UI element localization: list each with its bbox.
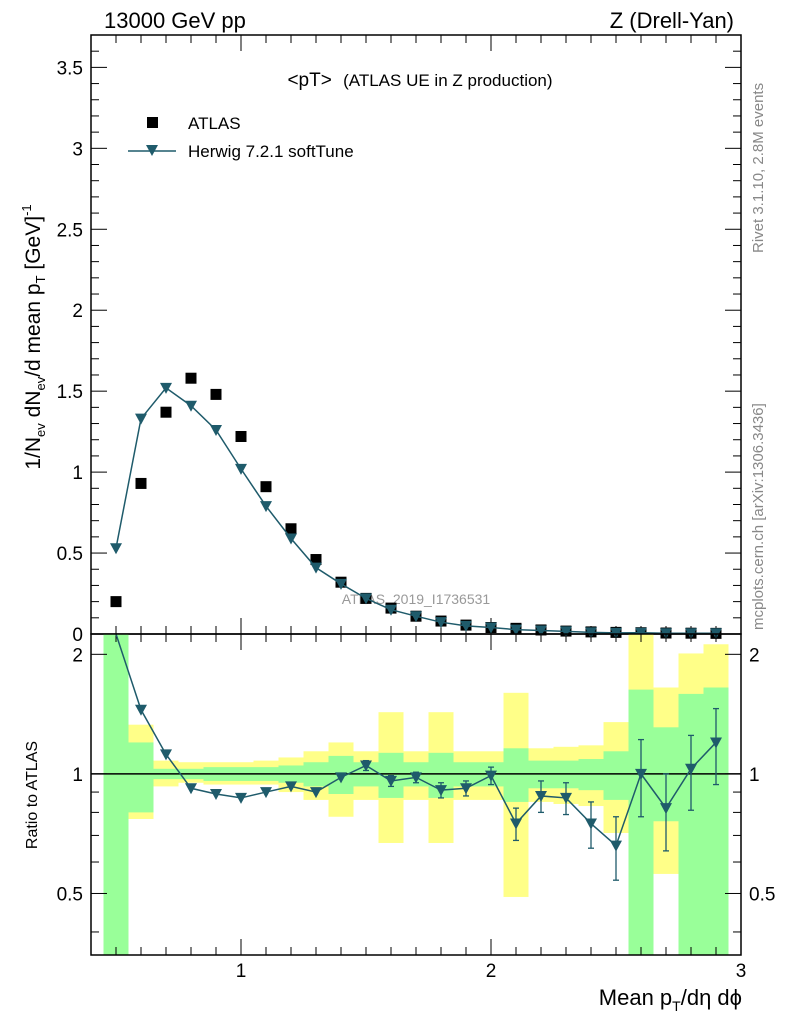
ratio-plot-frame xyxy=(90,633,742,956)
herwig-data-point xyxy=(535,625,547,637)
plot-title-sub: (ATLAS UE in Z production) xyxy=(343,71,552,90)
ratio-y-axis-label: Ratio to ATLAS xyxy=(24,741,41,849)
herwig-data-point xyxy=(160,382,172,394)
main-y-tick-label: 2.5 xyxy=(57,220,83,241)
plot-title-main: <pT> xyxy=(287,70,331,91)
legend: ATLAS Herwig 7.2.1 softTune xyxy=(128,114,354,161)
ratio-data-point xyxy=(685,763,697,775)
analysis-watermark: ATLAS_2019_I1736531 xyxy=(342,591,491,607)
ratio-y-tick-label-right: 1 xyxy=(749,765,760,786)
legend-marker-herwig xyxy=(146,145,158,156)
herwig-data-point xyxy=(110,543,122,555)
header-process-label: 13000 GeV pp xyxy=(104,8,246,33)
header-channel-label: Z (Drell-Yan) xyxy=(610,8,734,33)
herwig-data-point xyxy=(310,562,322,574)
herwig-data-point xyxy=(635,627,647,639)
herwig-data-point xyxy=(360,593,372,605)
herwig-data-point xyxy=(410,611,422,623)
ratio-band-inner xyxy=(603,751,629,800)
rivet-version-label: Rivet 3.1.10, 2.8M events xyxy=(750,83,767,253)
ratio-data-point xyxy=(635,768,647,780)
ratio-data-point xyxy=(385,775,397,787)
ratio-data-point xyxy=(660,803,672,815)
ratio-data-point xyxy=(610,840,622,852)
atlas-data-point xyxy=(110,596,122,608)
herwig-data-point xyxy=(335,578,347,590)
atlas-data-point xyxy=(260,481,272,493)
atlas-data-point xyxy=(285,523,297,535)
ratio-data-point xyxy=(710,737,722,749)
herwig-data-point xyxy=(560,626,572,638)
herwig-data-point xyxy=(435,617,447,629)
main-y-tick-label: 3.5 xyxy=(57,58,83,79)
ratio-band-inner xyxy=(628,689,654,955)
ratio-data-point xyxy=(235,792,247,804)
ratio-data-point xyxy=(535,790,547,802)
herwig-data-point xyxy=(285,533,297,545)
herwig-data-point xyxy=(185,400,197,412)
ratio-data-point xyxy=(460,783,472,795)
ratio-data-point xyxy=(485,770,497,782)
ratio-data-point xyxy=(160,749,172,761)
legend-label-atlas: ATLAS xyxy=(188,114,241,133)
ratio-data-point xyxy=(585,818,597,830)
ratio-data-point xyxy=(210,788,222,800)
mcplots-source-label: mcplots.cern.ch [arXiv:1306.3436] xyxy=(750,403,767,630)
atlas-data-point xyxy=(185,372,197,384)
herwig-data-point xyxy=(510,624,522,636)
main-y-tick-label: 0 xyxy=(72,625,83,646)
ratio-y-tick-label: 1 xyxy=(72,765,83,786)
main-y-tick-label: 3 xyxy=(72,139,83,160)
ratio-data-point xyxy=(360,760,372,772)
ratio-data-point xyxy=(285,781,297,793)
ratio-y-tick-label: 0.5 xyxy=(57,884,83,905)
ratio-data-point xyxy=(560,792,572,804)
herwig-data-point xyxy=(235,463,247,475)
ratio-data-point xyxy=(185,783,197,795)
ratio-data-point xyxy=(435,785,447,797)
plot-title: <pT> (ATLAS UE in Z production) xyxy=(287,70,552,91)
ratio-data-point xyxy=(410,772,422,784)
herwig-data-point xyxy=(135,413,147,425)
main-y-tick-label: 0.5 xyxy=(57,544,83,565)
ratio-band-inner xyxy=(678,693,704,955)
herwig-data-point xyxy=(385,604,397,616)
ratio-y-tick-label-right: 0.5 xyxy=(749,884,775,905)
main-y-tick-label: 2 xyxy=(72,301,83,322)
atlas-data-point xyxy=(310,554,322,566)
main-y-tick-label: 1.5 xyxy=(57,382,83,403)
ratio-band-inner xyxy=(103,634,129,955)
atlas-data-point xyxy=(235,430,247,442)
atlas-data-point xyxy=(160,406,172,418)
herwig-data-point xyxy=(585,627,597,639)
herwig-data-point xyxy=(260,501,272,513)
x-tick-label: 1 xyxy=(236,961,247,982)
ratio-band-inner xyxy=(503,748,529,802)
x-axis-label: Mean pT/dη dϕ xyxy=(599,985,742,1014)
ratio-data-point xyxy=(335,772,347,784)
x-tick-label: 2 xyxy=(486,961,497,982)
herwig-data-point xyxy=(485,622,497,634)
herwig-data-point xyxy=(460,620,472,632)
ratio-data-point xyxy=(260,787,272,799)
main-y-axis-label: 1/Nev dNev/d mean pT [GeV]-1 xyxy=(19,204,48,469)
main-y-tick-label: 1 xyxy=(72,463,83,484)
legend-label-herwig: Herwig 7.2.1 softTune xyxy=(188,142,354,161)
ratio-data-point xyxy=(310,787,322,799)
ratio-data-point xyxy=(510,818,522,830)
atlas-data-point xyxy=(135,477,147,489)
herwig-data-point xyxy=(210,425,222,437)
atlas-data-point xyxy=(210,388,222,400)
ratio-data-point xyxy=(135,704,147,716)
ratio-band-inner xyxy=(128,742,154,813)
legend-marker-atlas xyxy=(147,117,158,128)
ratio-y-tick-label: 2 xyxy=(72,645,83,666)
ratio-y-tick-label-right: 2 xyxy=(749,645,760,666)
x-tick-label: 3 xyxy=(736,961,747,982)
